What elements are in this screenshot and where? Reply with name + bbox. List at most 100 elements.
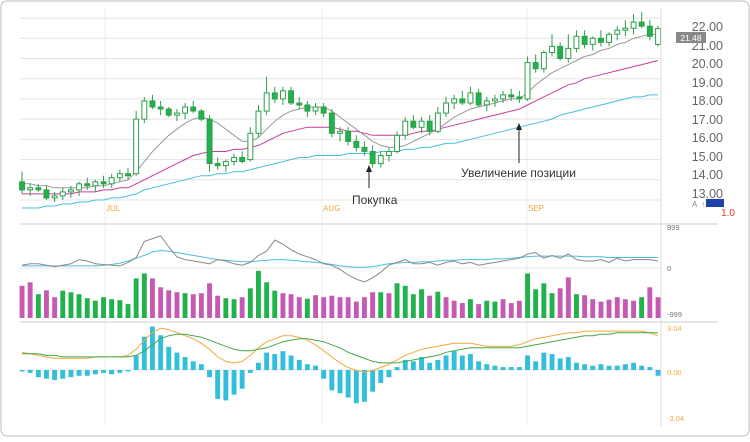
candle-up (434, 112, 441, 132)
candle-down (369, 151, 376, 165)
osc-bar (353, 301, 359, 318)
macd-histogram-bar (158, 335, 164, 370)
candle-down (190, 106, 197, 112)
macd-histogram-bar (109, 370, 115, 375)
annotation-buy: Покупка (352, 165, 398, 207)
candle-down (157, 106, 164, 110)
osc-bar (76, 294, 82, 318)
macd-histogram-bar (329, 370, 335, 391)
macd-histogram-bar (207, 370, 212, 378)
osc-bar (541, 283, 547, 318)
macd-histogram-bar (101, 370, 106, 373)
osc-gray-line (21, 235, 659, 283)
macd-histogram-bar (565, 357, 571, 370)
candle-down (508, 94, 515, 98)
osc-bar (141, 273, 147, 318)
candle-up (394, 134, 401, 153)
candle-down (43, 189, 50, 199)
candle-down (598, 37, 604, 43)
macd-histogram-bar (272, 354, 278, 370)
macd-histogram-bar (525, 355, 530, 370)
osc-bar (508, 303, 514, 318)
candle-up (141, 100, 148, 120)
macd-histogram-bar (451, 351, 457, 370)
candle-up (606, 33, 612, 43)
macd-histogram-bar (443, 355, 449, 370)
osc-bar (207, 283, 212, 318)
annotation-increase: Увеличение позиции (461, 123, 576, 180)
osc-bar (19, 285, 25, 318)
macd-histogram-bar (353, 370, 359, 404)
macd-histogram-bar (182, 357, 188, 370)
osc-bar (639, 297, 645, 318)
candle-up (589, 37, 596, 45)
sma-long-line (22, 94, 658, 209)
osc-bar (215, 295, 221, 318)
candle-up (231, 157, 238, 162)
candle-down (353, 140, 360, 148)
osc-bar (84, 298, 90, 318)
macd-histogram-bar (362, 370, 367, 402)
macd-histogram-bar (622, 364, 628, 370)
macd-histogram-bar (231, 370, 237, 395)
macd-histogram-bar (313, 365, 318, 370)
macd-histogram-bar (68, 370, 74, 378)
price-tick-label: 22.00 (692, 20, 723, 34)
osc-bar (304, 298, 310, 318)
candle-up (451, 98, 458, 104)
osc-bar (247, 288, 253, 318)
candle-up (524, 62, 531, 100)
macd-green-line (22, 332, 658, 364)
macd-histogram-bar (345, 370, 351, 398)
candle-up (443, 102, 450, 114)
osc-bar (174, 292, 180, 318)
candle-up (418, 120, 425, 128)
osc-bar (614, 297, 620, 318)
macd-histogram-bar (516, 367, 522, 370)
macd-histogram-bar (614, 365, 620, 370)
candle-up (386, 151, 392, 156)
macd-histogram-bar (84, 370, 90, 376)
macd-histogram-bar (52, 370, 58, 381)
macd-layer (19, 326, 661, 404)
candle-down (35, 187, 42, 191)
osc-bar (190, 294, 196, 318)
axis-mode-scale-icon[interactable]: ↑ (701, 200, 705, 209)
osc-bar (296, 297, 302, 318)
osc-bar (272, 290, 278, 318)
price-tick-label: 17.00 (692, 113, 723, 127)
candle-up (614, 29, 621, 35)
annotation-increase-label: Увеличение позиции (461, 166, 576, 180)
macd-histogram-bar (378, 370, 384, 383)
osc-bar (166, 290, 172, 318)
osc-bar (647, 287, 653, 318)
candle-down (410, 120, 417, 128)
macd-histogram-bar (435, 359, 441, 370)
candle-up (280, 90, 286, 100)
macd-histogram-bar (533, 361, 539, 370)
price-tick-label: 15.00 (692, 150, 723, 164)
osc-bar (337, 297, 343, 318)
macd-histogram-bar (223, 370, 229, 401)
osc-bar (35, 294, 41, 318)
candle-up (540, 52, 547, 70)
macd-histogram-bar (117, 370, 123, 373)
osc-bar (44, 290, 49, 318)
candlestick-layer (19, 12, 661, 202)
axis-mode-auto-icon[interactable]: A (692, 200, 698, 209)
candle-up (51, 195, 58, 199)
candle-down (165, 108, 172, 116)
macd-histogram-bar (198, 364, 204, 370)
indicator-badge (706, 199, 724, 207)
osc-bar (557, 288, 563, 318)
macd-histogram-bar (239, 370, 245, 389)
osc-bar (101, 297, 106, 318)
osc-bar (321, 297, 327, 318)
month-label-sep: SEP (528, 204, 544, 213)
candle-down (532, 62, 539, 70)
candle-down (198, 110, 205, 120)
candle-up (182, 106, 189, 114)
osc-bar (590, 299, 596, 318)
